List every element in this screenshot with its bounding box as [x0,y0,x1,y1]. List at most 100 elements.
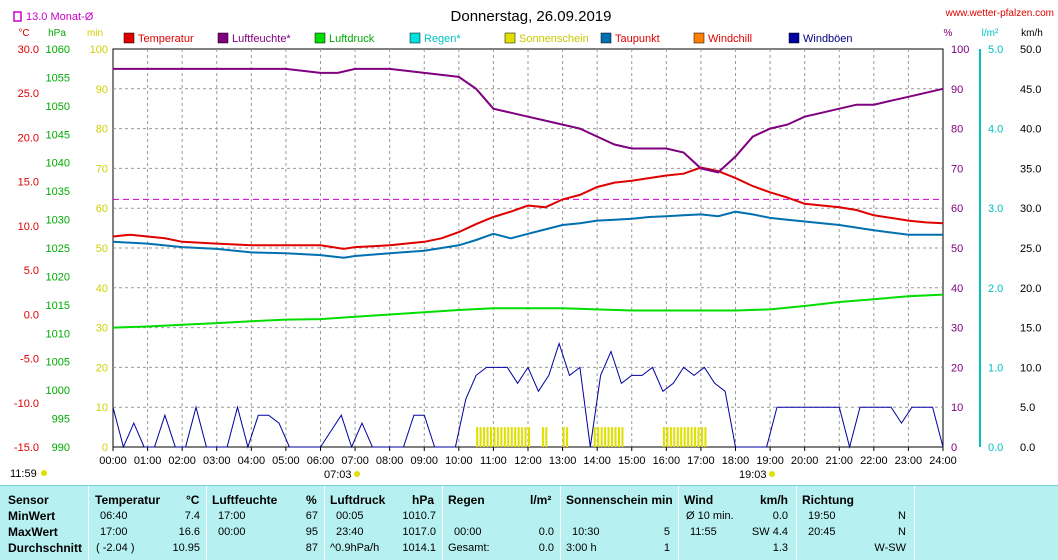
wind-unit-label: km/h [1021,28,1043,39]
sunshine-bar [562,427,565,447]
x-tick-label: 06:00 [307,455,335,467]
minutes-tick-label: 20 [96,362,108,374]
rain-max-time: 00:00 [454,526,482,538]
x-tick-label: 11:00 [480,455,507,467]
sunshine-bar [496,427,499,447]
minutes-tick-label: 80 [96,124,108,136]
humidity-min: 67 [305,510,318,522]
pressure-tick-label: 1060 [46,44,70,56]
sunshine-bar [476,427,479,447]
series-line-gust [112,341,944,449]
x-tick-label: 03:00 [203,455,231,467]
minutes-tick-label: 0 [102,442,108,454]
pressure-avg-extra: ^0.9hPa/h [330,542,380,554]
sunshine-bar [604,427,607,447]
minutes-tick-label: 90 [96,84,108,96]
series-line-humidity [113,67,944,174]
source-link[interactable]: www.wetter-pfalzen.com [945,8,1054,19]
legend-swatch [409,32,421,44]
wind-tick-label: 40.0 [1020,124,1041,136]
sunshine-bar [517,427,520,447]
sunshine-bar [680,427,683,447]
rain-avg: 0.0 [538,542,554,554]
sunshine-bar [700,427,703,447]
wind-tick-label: 10.0 [1020,362,1041,374]
temperature-tick-label: 30.0 [18,44,39,56]
legend-label: Windböen [803,33,853,45]
pressure-tick-label: 1005 [46,357,70,369]
wind-tick-label: 30.0 [1020,203,1041,215]
humidity-tick-label: 0 [951,442,957,454]
temp-max: 16.6 [178,526,200,538]
x-tick-label: 02:00 [168,455,196,467]
sunshine-bar [662,427,665,447]
pressure-tick-label: 1025 [46,243,70,255]
sunshine-bar [669,427,672,447]
temp-avg: 10.95 [172,542,200,554]
sunshine-bar [541,427,544,447]
minutes-tick-label: 30 [96,323,108,335]
x-tick-label: 15:00 [618,455,646,467]
legend-swatch [600,32,612,44]
humidity-unit-label: % [944,28,953,39]
minutes-tick-label: 60 [96,203,108,215]
series-lines [112,67,944,449]
legend-label: Luftdruck [329,33,375,45]
monthly-avg-label: 13.0 Monat-Ø [26,11,94,23]
rain-tick-label: 5.0 [988,44,1003,56]
sun-header: Sonnenschein min [566,493,673,507]
x-tick-label: 09:00 [410,455,438,467]
x-tick-label: 16:00 [653,455,681,467]
legend: Temperatur Luftfeuchte* Luftdruck Regen* Son… [123,32,853,45]
wind-max-time: 11:55 [690,526,717,538]
legend-swatch [693,32,705,44]
statistics-table: Sensor MinWert MaxWert Durchschnitt Temp… [0,485,1058,560]
x-tick-label: 08:00 [376,455,404,467]
sunshine-bar [493,427,496,447]
sunshine-bar [507,427,510,447]
dir-avg: W-SW [874,542,906,554]
legend-label: Sonnenschein [519,33,589,45]
sunshine-bar [621,427,624,447]
sunshine-bar [597,427,600,447]
pressure-min: 1010.7 [402,510,436,522]
legend-swatch [314,32,326,44]
daylength-icon [41,470,47,476]
x-tick-label: 07:00 [341,455,369,467]
sunshine-bar [704,427,707,447]
rain-header: Regen [448,493,485,507]
sun-avg-extra: 3:00 h [566,542,597,554]
pressure-tick-label: 1050 [46,101,70,113]
sunshine-bar [486,427,489,447]
pressure-tick-label: 1055 [46,72,70,84]
series-line-dewpoint [112,210,943,259]
series-line-temperature [112,166,944,250]
pressure-max-time: 23:40 [336,526,364,538]
humidity-tick-label: 70 [951,163,963,175]
rain-avg-extra: Gesamt: [448,542,490,554]
dir-header: Richtung [802,493,854,507]
minutes-tick-label: 70 [96,163,108,175]
sunset-time: 19:03 [739,469,767,481]
minutes-tick-label: 40 [96,283,108,295]
rain-tick-label: 3.0 [988,203,1003,215]
rain-max: 0.0 [538,526,554,538]
wind-tick-label: 0.0 [1020,442,1035,454]
sunshine-bar [607,427,610,447]
sunshine-bars [476,427,707,447]
wind-max: SW 4.4 [751,526,788,538]
pressure-max: 1017.0 [402,526,436,538]
humidity-tick-label: 60 [951,203,963,215]
temp-unit: °C [186,493,200,507]
sunshine-bar [528,427,531,447]
temp-min-time: 06:40 [100,510,128,522]
rain-tick-label: 0.0 [988,442,1003,454]
temperature-tick-label: -10.0 [14,398,39,410]
row-label-avg: Durchschnitt [8,541,83,555]
pressure-tick-label: 1030 [46,215,70,227]
sun-max-time: 10:30 [572,526,600,538]
pressure-tick-label: 990 [52,442,70,454]
wind-tick-label: 20.0 [1020,283,1041,295]
sun-times: 07:03 19:03 11:59 [10,468,775,481]
sunshine-bar [489,427,493,447]
